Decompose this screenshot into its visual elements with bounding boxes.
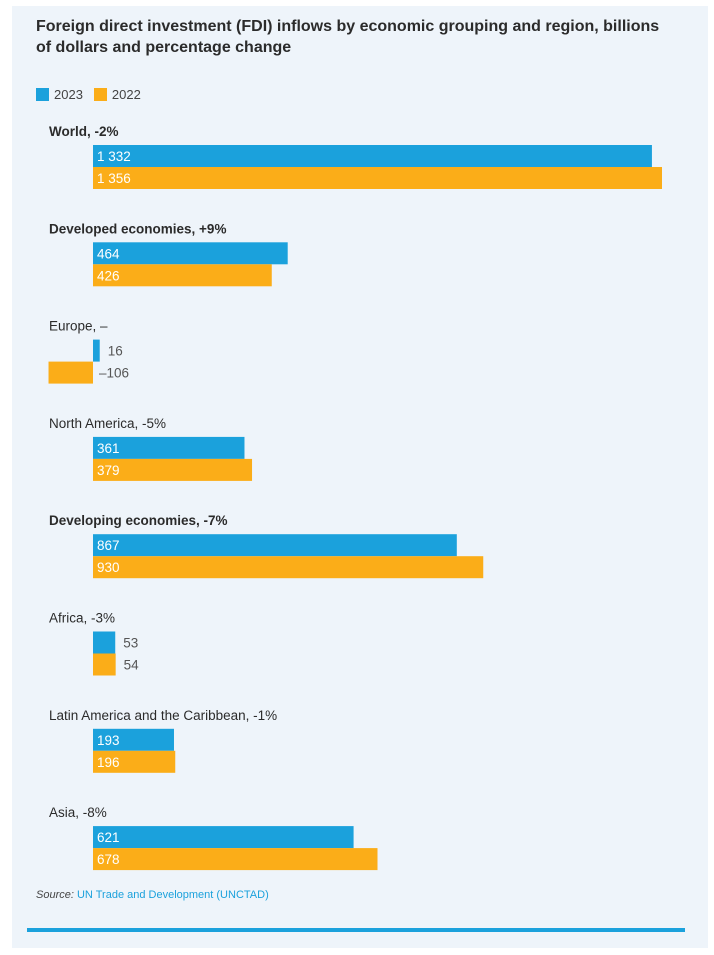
value-label-africa-3-2023: 53 [123, 636, 138, 651]
value-label-north-america-5-2022: 379 [97, 463, 120, 478]
legend-label-2022: 2022 [111, 86, 141, 102]
group-label-europe: Europe, – [49, 319, 108, 334]
chart-title: Foreign direct investment (FDI) inflows … [36, 18, 660, 56]
value-label-africa-3-2022: 54 [124, 658, 140, 673]
value-label-developed-economies-9-2023: 464 [97, 246, 120, 261]
value-label-asia-8-2022: 678 [97, 852, 120, 867]
bar-europe-2023 [93, 339, 100, 362]
bar-latin-america-and-the-caribbean-1-2022 [93, 750, 176, 773]
bar-developed-economies-9-2022 [93, 264, 272, 287]
group-label-north-america-5: North America, -5% [49, 416, 166, 431]
source-link[interactable]: UN Trade and Development (UNCTAD) [76, 889, 269, 901]
bar-africa-3-2022 [93, 653, 116, 676]
bar-world-2-2023 [93, 145, 652, 167]
value-label-world-2-2023: 1 332 [97, 149, 131, 164]
value-label-north-america-5-2023: 361 [97, 441, 120, 456]
bar-africa-3-2023 [93, 631, 116, 654]
bar-latin-america-and-the-caribbean-1-2023 [93, 728, 174, 751]
bar-developing-economies-7-2022 [93, 556, 484, 579]
source-note: Source: UN Trade and Development (UNCTAD… [36, 889, 269, 901]
bar-world-2-2022 [93, 167, 662, 189]
footer-rule [27, 928, 685, 932]
bar-asia-8-2022 [93, 848, 378, 871]
value-label-world-2-2022: 1 356 [97, 171, 131, 186]
group-label-developed-economies-9: Developed economies, +9% [49, 221, 226, 236]
source-label: Source: [36, 889, 74, 901]
group-label-africa-3: Africa, -3% [49, 611, 115, 626]
bar-asia-8-2023 [93, 826, 354, 849]
bar-developing-economies-7-2023 [93, 534, 457, 557]
value-label-latin-america-and-the-caribbean-1-2023: 193 [97, 733, 120, 748]
group-label-world-2: World, -2% [49, 124, 119, 139]
legend-swatch-2023 [36, 87, 49, 101]
group-label-latin-america-and-the-caribbean-1: Latin America and the Caribbean, -1% [49, 708, 277, 723]
value-label-developing-economies-7-2022: 930 [97, 560, 120, 575]
bar-north-america-5-2023 [93, 436, 245, 459]
value-label-developing-economies-7-2023: 867 [97, 538, 120, 553]
legend: 2023 2022 [36, 86, 152, 102]
value-label-europe-2023: 16 [108, 344, 123, 359]
value-label-developed-economies-9-2022: 426 [97, 268, 120, 283]
value-label-europe-2022: –106 [99, 366, 129, 381]
group-label-developing-economies-7: Developing economies, -7% [49, 513, 228, 528]
bar-europe-2022 [48, 361, 93, 384]
value-label-latin-america-and-the-caribbean-1-2022: 196 [97, 755, 120, 770]
legend-item-2022: 2022 [93, 86, 141, 102]
group-label-asia-8: Asia, -8% [49, 805, 107, 820]
bar-developed-economies-9-2023 [93, 242, 288, 265]
bar-north-america-5-2022 [93, 458, 253, 481]
legend-swatch-2022 [93, 87, 107, 101]
value-label-asia-8-2023: 621 [97, 830, 120, 845]
legend-item-2023: 2023 [36, 87, 83, 102]
legend-label-2023: 2023 [54, 86, 83, 102]
